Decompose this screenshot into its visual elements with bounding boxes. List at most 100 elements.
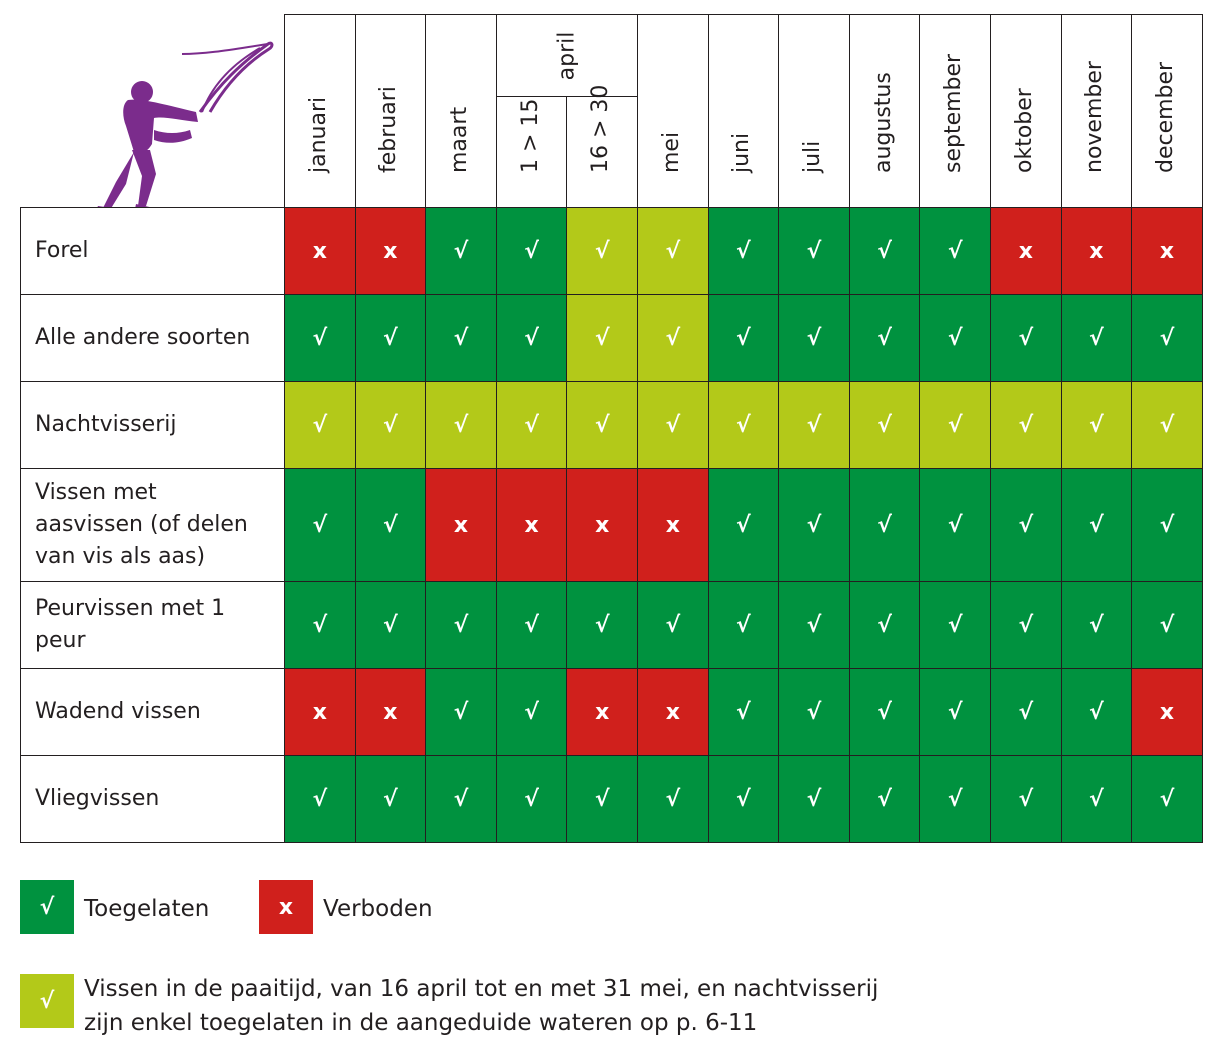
april-label: april: [554, 31, 580, 80]
allowed-cell: √: [778, 668, 850, 756]
allowed-cell: √: [425, 755, 497, 843]
check-icon: √: [1018, 612, 1034, 638]
check-icon: √: [312, 512, 328, 538]
allowed-cell: √: [707, 468, 780, 582]
allowed-cell: √: [778, 581, 850, 669]
row-label: Peurvissen met 1 peur: [20, 581, 284, 669]
check-icon: √: [665, 325, 681, 351]
check-icon: √: [736, 699, 751, 725]
month-label: december: [1152, 61, 1178, 173]
allowed-cell: √: [354, 581, 427, 669]
month-header: juni: [707, 14, 780, 208]
check-icon: √: [383, 412, 398, 438]
legend-forbidden-label: Verboden: [323, 896, 433, 922]
check-icon: √: [1089, 512, 1104, 538]
allowed-cell: √: [848, 294, 921, 382]
check-icon: √: [524, 412, 539, 438]
check-icon: √: [594, 612, 610, 638]
check-icon: √: [524, 325, 539, 351]
restricted-cell: √: [637, 381, 709, 469]
check-icon: √: [1159, 786, 1175, 812]
month-label: november: [1082, 61, 1108, 173]
check-icon: √: [1018, 325, 1034, 351]
check-icon: √: [39, 894, 55, 920]
month-header: mei: [637, 14, 709, 208]
allowed-cell: √: [848, 468, 921, 582]
check-icon: √: [383, 325, 398, 351]
check-icon: √: [947, 612, 963, 638]
check-icon: √: [877, 412, 892, 438]
cross-icon: x: [278, 894, 294, 920]
check-icon: √: [383, 786, 398, 812]
cross-icon: x: [1089, 238, 1104, 264]
allowed-cell: √: [284, 755, 356, 843]
allowed-cell: √: [990, 468, 1062, 582]
allowed-cell: √: [425, 668, 497, 756]
restricted-cell: √: [566, 207, 638, 295]
allowed-cell: √: [354, 755, 427, 843]
forbidden-cell: x: [1060, 207, 1133, 295]
check-icon: √: [312, 612, 328, 638]
month-label: september: [941, 53, 967, 173]
allowed-cell: √: [284, 294, 356, 382]
row-label: Vissen met aasvissen (of delen van vis a…: [20, 468, 284, 582]
check-icon: √: [383, 512, 398, 538]
forbidden-cell: x: [990, 207, 1062, 295]
check-icon: √: [524, 612, 539, 638]
legend-allowed-label: Toegelaten: [84, 896, 210, 922]
check-icon: √: [453, 238, 469, 264]
allowed-cell: √: [707, 581, 780, 669]
allowed-cell: √: [707, 294, 780, 382]
cross-icon: x: [453, 512, 469, 538]
check-icon: √: [806, 412, 822, 438]
restricted-cell: √: [1060, 381, 1133, 469]
check-icon: √: [524, 699, 539, 725]
check-icon: √: [736, 612, 751, 638]
check-icon: √: [947, 238, 963, 264]
check-icon: √: [453, 612, 469, 638]
cross-icon: x: [665, 512, 680, 538]
month-label: 1 > 15: [517, 98, 543, 173]
check-icon: √: [947, 325, 963, 351]
allowed-cell: √: [1060, 294, 1133, 382]
fishing-calendar-table: april januari februari maart 1 > 15 16 > 30 me…: [20, 14, 1203, 843]
forbidden-cell: x: [425, 468, 497, 582]
restricted-cell: √: [566, 294, 638, 382]
check-icon: √: [453, 699, 469, 725]
allowed-cell: √: [990, 668, 1062, 756]
restricted-cell: √: [848, 381, 921, 469]
forbidden-cell: x: [1131, 668, 1203, 756]
allowed-cell: √: [495, 668, 568, 756]
legend-allowed-swatch: √: [20, 880, 74, 934]
month-header: juli: [778, 14, 850, 208]
forbidden-cell: x: [637, 668, 709, 756]
restricted-cell: √: [495, 381, 568, 469]
allowed-cell: √: [919, 581, 991, 669]
check-icon: √: [947, 512, 963, 538]
allowed-cell: √: [990, 755, 1062, 843]
month-header: augustus: [848, 14, 921, 208]
restricted-cell: √: [637, 294, 709, 382]
check-icon: √: [736, 238, 751, 264]
check-icon: √: [1159, 512, 1175, 538]
restricted-cell: √: [354, 381, 427, 469]
check-icon: √: [736, 412, 751, 438]
check-icon: √: [594, 238, 610, 264]
allowed-cell: √: [1060, 755, 1133, 843]
allowed-cell: √: [284, 468, 356, 582]
allowed-cell: √: [707, 207, 780, 295]
forbidden-cell: x: [284, 207, 356, 295]
forbidden-cell: x: [354, 207, 427, 295]
restricted-cell: √: [919, 381, 991, 469]
check-icon: √: [947, 699, 963, 725]
restricted-cell: √: [990, 381, 1062, 469]
check-icon: √: [524, 238, 539, 264]
check-icon: √: [806, 238, 822, 264]
check-icon: √: [1089, 786, 1104, 812]
allowed-cell: √: [1131, 294, 1203, 382]
check-icon: √: [39, 988, 55, 1014]
month-label: februari: [376, 86, 402, 173]
row-label: Alle andere soorten: [20, 294, 284, 382]
check-icon: √: [524, 786, 539, 812]
check-icon: √: [1089, 412, 1104, 438]
